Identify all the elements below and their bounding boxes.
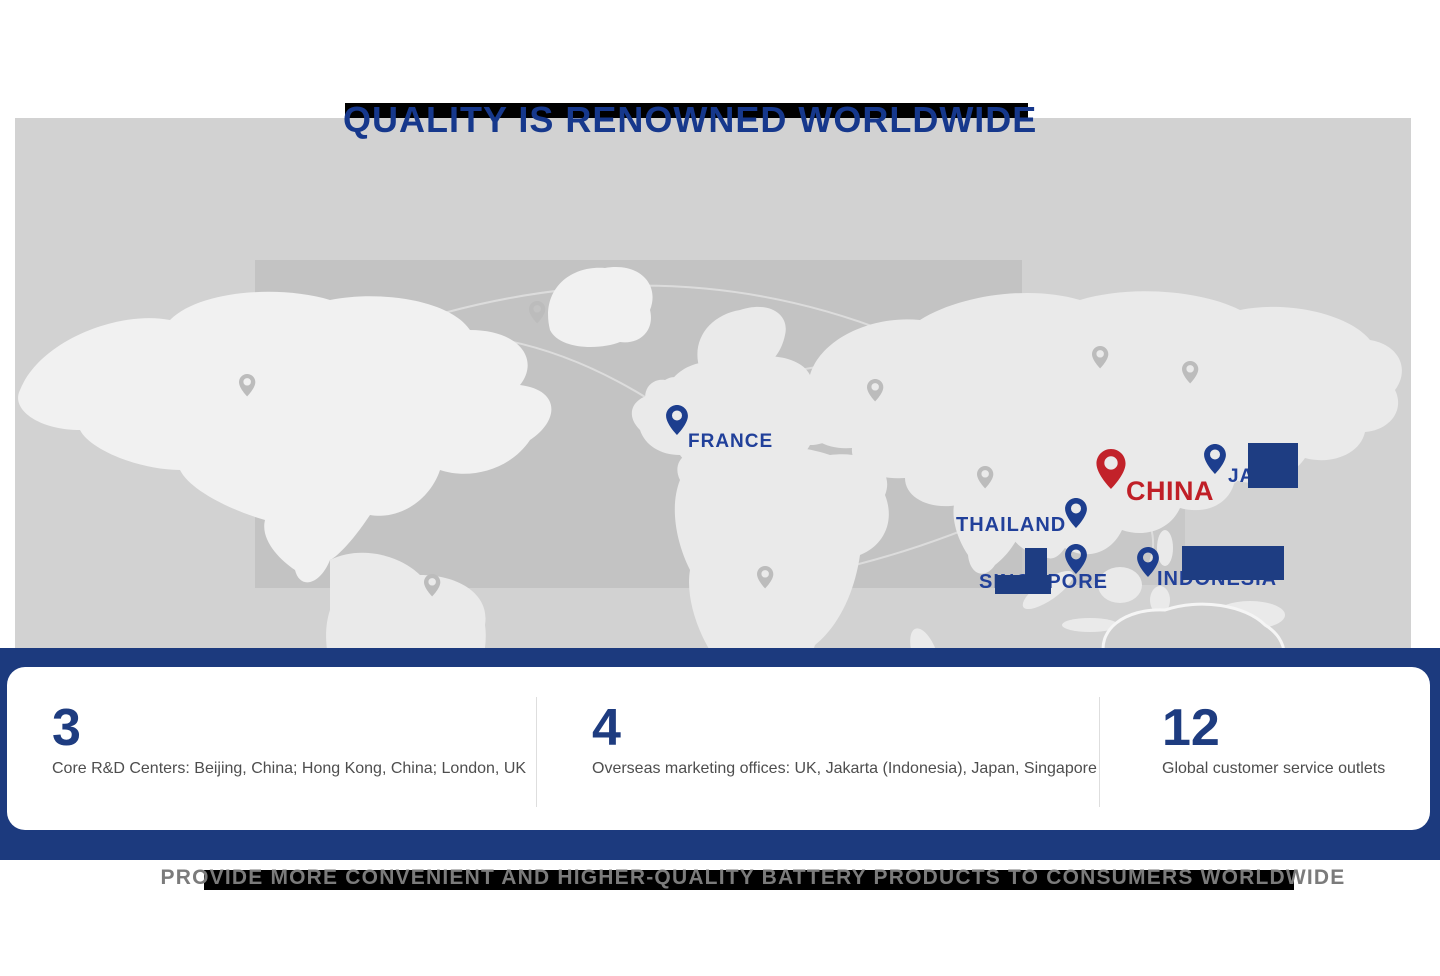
stat-service-outlets: 12 Global customer service outlets	[1162, 667, 1422, 830]
stat-label: Core R&D Centers: Beijing, China; Hong K…	[52, 760, 527, 777]
stat-label: Global customer service outlets	[1162, 760, 1386, 777]
map-pin-singapore[interactable]	[1065, 544, 1087, 574]
map-pin-thailand[interactable]	[1065, 498, 1087, 528]
map-label-thailand: THAILAND	[956, 514, 1067, 536]
map-pin-icon	[1137, 547, 1159, 577]
stat-value: 12	[1162, 699, 1220, 757]
map-label-china: CHINA	[1126, 476, 1214, 506]
map-pin-japan[interactable]	[1204, 444, 1226, 474]
map-shade-rect-east	[1022, 300, 1185, 585]
card-divider	[536, 697, 537, 807]
page-title: QUALITY IS RENOWNED WORLDWIDE	[343, 99, 1038, 140]
stat-value: 3	[52, 699, 81, 757]
footer-slogan: PROVIDE MORE CONVENIENT AND HIGHER-QUALI…	[160, 866, 1346, 889]
stats-card: 3 Core R&D Centers: Beijing, China; Hong…	[7, 667, 1430, 830]
stat-value: 4	[592, 699, 621, 757]
card-divider	[1099, 697, 1100, 807]
footer-backdrop-strip	[204, 870, 1294, 890]
stat-label: Overseas marketing offices: UK, Jakarta …	[592, 760, 1097, 777]
map-pin-icon	[1065, 544, 1087, 574]
navy-box-indonesia	[1182, 546, 1284, 580]
stat-marketing-offices: 4 Overseas marketing offices: UK, Jakart…	[592, 667, 1097, 830]
map-shade-rect-center	[255, 260, 1022, 588]
title-backdrop-strip	[345, 103, 1028, 118]
stat-rd-centers: 3 Core R&D Centers: Beijing, China; Hong…	[52, 667, 532, 830]
map-pin-france[interactable]	[666, 405, 688, 435]
map-pin-icon	[1096, 449, 1126, 489]
map-pin-icon	[1065, 498, 1087, 528]
navy-box-singapore	[995, 575, 1051, 594]
map-label-france: FRANCE	[688, 431, 774, 452]
map-pin-icon	[1204, 444, 1226, 474]
map-pin-icon	[666, 405, 688, 435]
map-pin-indonesia[interactable]	[1137, 547, 1159, 577]
navy-box-japan	[1248, 443, 1298, 488]
map-pin-china[interactable]	[1096, 449, 1126, 489]
